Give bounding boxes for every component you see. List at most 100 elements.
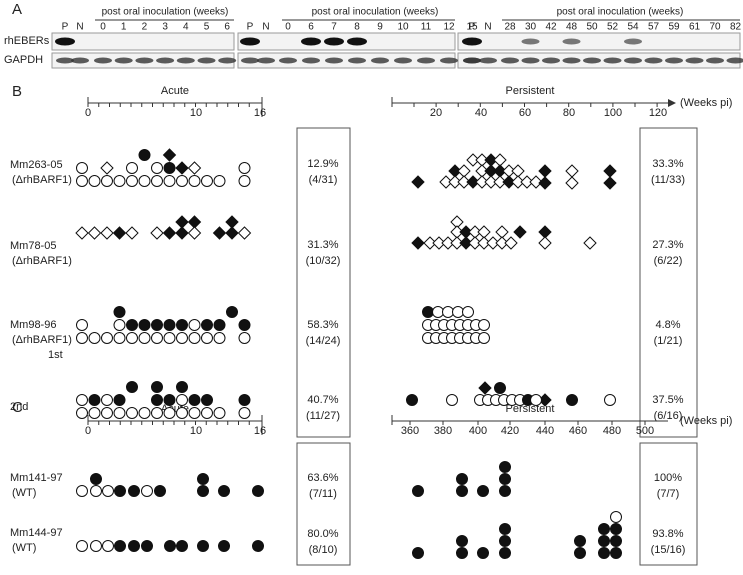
sample-dot xyxy=(462,306,474,318)
section-title: Acute xyxy=(161,85,189,97)
sample-dot xyxy=(126,319,138,331)
sample-dot xyxy=(598,547,610,559)
sample-dot xyxy=(201,332,213,344)
sample-dot xyxy=(151,407,163,419)
fraction: (15/16) xyxy=(651,544,686,556)
sample-dot xyxy=(477,547,489,559)
sample-dot xyxy=(610,547,622,559)
band xyxy=(624,57,642,64)
sample-diamond xyxy=(538,176,552,190)
lane-label: 57 xyxy=(648,22,660,33)
sample-dot xyxy=(163,319,176,331)
sample-diamond xyxy=(520,175,534,189)
sample-diamond xyxy=(187,215,202,229)
animal-label: Mm263-05 xyxy=(10,159,63,171)
sample-dot xyxy=(412,485,424,497)
sample-dot xyxy=(213,319,226,331)
lane-label: 59 xyxy=(668,22,680,33)
animal-label: 1st xyxy=(48,349,63,361)
sample-diamond xyxy=(459,236,473,250)
fraction: (8/10) xyxy=(309,544,338,556)
panel-label: B xyxy=(12,83,22,100)
lane-label: 42 xyxy=(545,22,557,33)
sample-dot xyxy=(176,381,188,393)
sample-dot xyxy=(163,332,176,344)
sample-dot xyxy=(138,149,151,161)
sample-diamond xyxy=(125,226,139,240)
lane-label: 15 xyxy=(466,22,478,33)
lane-label: 1 xyxy=(121,22,127,33)
tick-label: 80 xyxy=(563,107,575,119)
sample-dot xyxy=(113,332,126,344)
lane-label: 3 xyxy=(162,22,168,33)
sample-dot xyxy=(610,511,622,523)
tick-label: 440 xyxy=(536,425,554,437)
sample-dot xyxy=(113,319,126,331)
sample-dot xyxy=(604,394,616,406)
sample-dot xyxy=(574,535,586,547)
axis-unit: (Weeks pi) xyxy=(680,97,732,109)
lane-label: N xyxy=(262,22,269,33)
sample-dot xyxy=(138,319,151,331)
sample-diamond xyxy=(175,215,189,229)
fraction: (7/11) xyxy=(309,488,337,500)
sample-dot xyxy=(238,394,251,406)
sample-dot xyxy=(610,535,622,547)
row-label: rhEBERs xyxy=(4,35,50,47)
tick-label: 0 xyxy=(85,425,91,437)
sample-dot xyxy=(456,547,468,559)
sample-dot xyxy=(456,535,468,547)
tick-label: 460 xyxy=(569,425,587,437)
fraction: (14/24) xyxy=(306,335,341,347)
band xyxy=(371,57,389,64)
tick-label: 120 xyxy=(649,107,667,119)
sample-diamond xyxy=(448,175,462,189)
sample-dot xyxy=(176,394,188,406)
sample-diamond xyxy=(475,175,489,189)
fraction: (1/21) xyxy=(654,335,683,347)
sample-dot xyxy=(126,332,138,344)
sample-diamond xyxy=(441,236,455,250)
band xyxy=(644,57,663,64)
sample-diamond xyxy=(603,164,617,178)
sample-dot xyxy=(90,473,102,485)
sample-diamond xyxy=(538,236,552,250)
percent: 4.8% xyxy=(655,319,680,331)
band xyxy=(624,38,642,45)
band xyxy=(685,57,704,64)
group-header: post oral inoculation (weeks) xyxy=(557,7,684,18)
sample-dot xyxy=(499,473,511,485)
sample-dot xyxy=(163,162,176,174)
sample-dot xyxy=(446,394,458,406)
sample-dot xyxy=(76,162,88,174)
percent: 27.3% xyxy=(652,239,683,251)
band xyxy=(521,57,540,64)
sample-dot xyxy=(176,540,188,552)
sample-dot xyxy=(456,473,468,485)
animal-label: (ΔrhBARF1) xyxy=(12,174,72,186)
tick-label: 500 xyxy=(636,425,654,437)
band xyxy=(325,57,343,64)
sample-diamond xyxy=(457,164,471,178)
band xyxy=(562,57,581,64)
band xyxy=(521,38,540,45)
percent: 93.8% xyxy=(652,528,683,540)
band xyxy=(94,57,112,64)
sample-dot xyxy=(113,175,126,187)
sample-dot xyxy=(113,394,126,406)
sample-dot xyxy=(238,319,251,331)
band xyxy=(156,57,175,64)
sample-dot xyxy=(530,394,542,406)
band xyxy=(417,57,435,64)
sample-dot xyxy=(406,394,418,406)
sample-dot xyxy=(102,540,114,552)
sample-dot xyxy=(76,394,88,406)
sample-dot xyxy=(101,175,113,187)
band xyxy=(706,57,724,64)
sample-dot xyxy=(76,175,88,187)
band xyxy=(348,57,366,64)
tick-label: 360 xyxy=(401,425,419,437)
sample-dot xyxy=(176,407,188,419)
sample-dot xyxy=(188,175,201,187)
sample-diamond xyxy=(439,175,453,189)
